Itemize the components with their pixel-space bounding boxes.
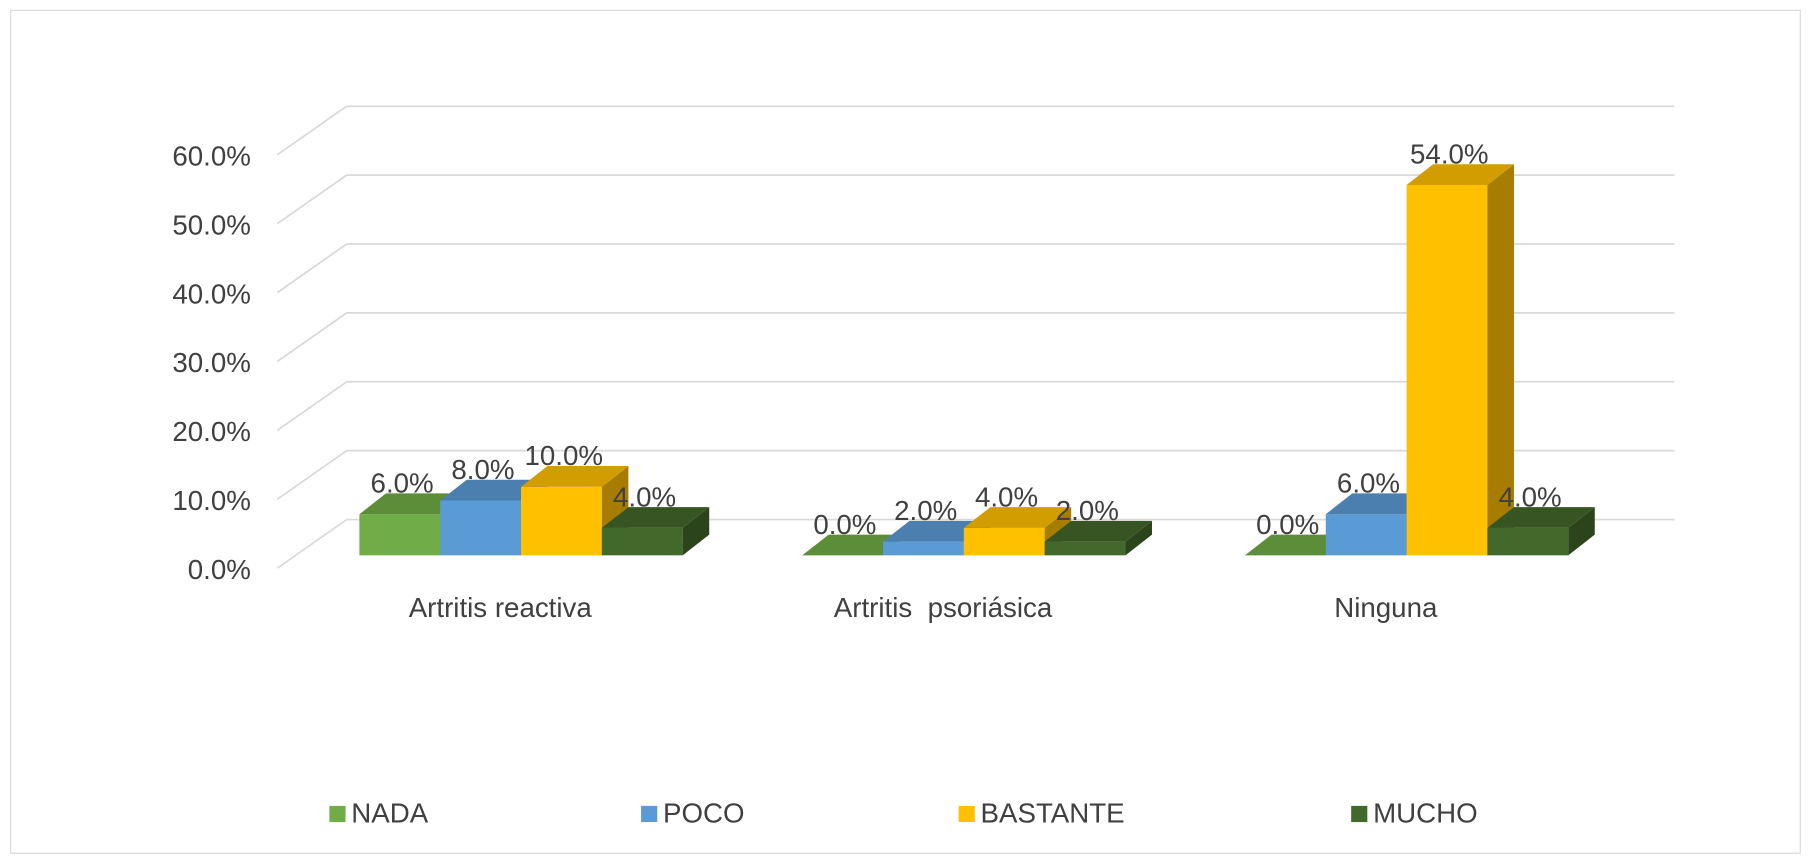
y-tick-label: 40.0%: [172, 278, 251, 309]
value-label: 6.0%: [371, 468, 434, 499]
value-label: 2.0%: [1056, 495, 1119, 526]
bar-front: [359, 514, 441, 556]
value-label: 54.0%: [1410, 138, 1489, 169]
legend-label: MUCHO: [1373, 797, 1478, 828]
grid-line: [276, 174, 348, 225]
bar-top: [1487, 507, 1595, 528]
y-tick-label: 10.0%: [172, 485, 251, 516]
value-label: 2.0%: [894, 495, 957, 526]
bar-top: [440, 479, 548, 501]
bar-top: [963, 507, 1072, 528]
bar-front: [1487, 527, 1569, 556]
value-label: 6.0%: [1337, 468, 1400, 499]
grid-line: [276, 312, 348, 363]
bar-front: [440, 500, 522, 556]
bar-top: [882, 520, 991, 542]
legend-label: BASTANTE: [981, 797, 1125, 828]
legend-label: NADA: [351, 797, 428, 828]
bar-top: [521, 465, 629, 487]
value-label: 8.0%: [451, 454, 514, 485]
chart-border: [10, 9, 1801, 854]
bar-side: [1487, 164, 1514, 556]
grid-line: [276, 105, 348, 156]
legend-swatch: [641, 805, 658, 823]
x-tick-label: Artritis psoriásica: [834, 592, 1053, 623]
bar-top: [1044, 520, 1153, 542]
legend-swatch: [1351, 805, 1368, 823]
bar-top: [601, 507, 710, 528]
grid-line: [276, 449, 348, 500]
value-label: 4.0%: [975, 481, 1038, 512]
legend-label: POCO: [663, 797, 745, 828]
x-tick-label: Artritis reactiva: [409, 592, 593, 623]
grid-line: [276, 518, 348, 569]
bar-front: [882, 541, 964, 556]
bar-front: [963, 527, 1045, 556]
bar-front: [521, 486, 602, 556]
grid-line: [276, 381, 348, 431]
bar-front: [1325, 514, 1407, 556]
y-tick-label: 20.0%: [172, 416, 251, 447]
bar-top: [802, 534, 910, 556]
y-tick-label: 60.0%: [172, 140, 251, 171]
bar-front: [601, 527, 683, 556]
bar-front: [1044, 541, 1126, 556]
bar-side: [1125, 520, 1153, 556]
value-label: 0.0%: [1256, 509, 1319, 540]
bar-top: [1406, 164, 1514, 186]
x-tick-label: Ninguna: [1334, 592, 1438, 623]
y-tick-label: 50.0%: [172, 209, 251, 240]
legend-swatch: [958, 805, 975, 823]
value-label: 4.0%: [613, 481, 676, 512]
value-label: 10.0%: [524, 440, 603, 471]
bar-top: [1244, 534, 1353, 556]
bar-side: [1568, 507, 1595, 556]
bar-front: [1406, 185, 1488, 556]
value-label: 4.0%: [1499, 481, 1562, 512]
value-label: 0.0%: [813, 509, 876, 540]
legend-swatch: [329, 805, 346, 823]
bar-side: [682, 507, 710, 556]
bar-top: [359, 493, 467, 515]
grid-line: [276, 243, 348, 294]
y-tick-label: 30.0%: [172, 347, 251, 378]
y-tick-label: 0.0%: [188, 554, 251, 585]
bar-top: [1325, 493, 1434, 515]
